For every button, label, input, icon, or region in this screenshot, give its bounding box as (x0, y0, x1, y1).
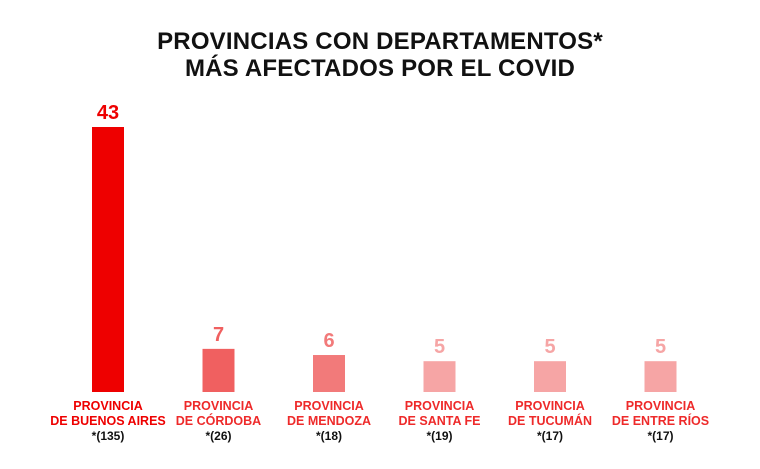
category-note-6: *(17) (647, 429, 674, 443)
category-label-3-line-2: DE MENDOZA (286, 414, 372, 428)
category-label-2-line-1: PROVINCIA (183, 399, 254, 413)
category-label-5-line-2: DE TUCUMÁN (507, 414, 593, 428)
category-note-5: *(17) (536, 429, 563, 443)
chart-title: PROVINCIAS CON DEPARTAMENTOS* MÁS AFECTA… (0, 28, 760, 82)
category-note-3: *(18) (315, 429, 342, 443)
category-label-5-line-1: PROVINCIA (515, 399, 585, 413)
category-label-1-line-2: DE BUENOS AIRES (50, 414, 166, 428)
category-label-4-line-2: DE SANTA FE (398, 414, 481, 428)
category-label-1-line-1: PROVINCIA (73, 399, 143, 413)
category-label-2: PROVINCIA DE CÓRDOBA *(26) (149, 399, 289, 444)
category-label-5: PROVINCIA DE TUCUMÁN *(17) (480, 399, 620, 444)
data-label-1: 43 (97, 102, 119, 124)
category-label-6-line-1: PROVINCIA (625, 399, 696, 413)
bar-6 (644, 361, 677, 392)
category-label-4: PROVINCIA DE SANTA FE *(19) (370, 399, 510, 444)
bar-1 (92, 127, 124, 392)
category-label-3-line-1: PROVINCIA (294, 399, 364, 413)
chart-title-line-2: MÁS AFECTADOS POR EL COVID (184, 55, 576, 82)
category-label-6: PROVINCIA DE ENTRE RÍOS *(17) (591, 399, 731, 444)
category-label-4-line-1: PROVINCIA (404, 399, 475, 413)
bar-3 (313, 355, 345, 392)
category-note-2: *(26) (205, 429, 232, 443)
data-label-3: 6 (323, 330, 334, 352)
chart-title-line-1: PROVINCIAS CON DEPARTAMENTOS* (157, 28, 603, 55)
category-note-1: *(135) (91, 429, 125, 443)
bar-5 (534, 361, 566, 392)
bar-4 (423, 361, 456, 392)
category-label-3: PROVINCIA DE MENDOZA *(18) (259, 399, 399, 444)
bar-2 (202, 348, 235, 392)
data-label-4: 5 (434, 336, 445, 358)
data-label-5: 5 (544, 336, 555, 358)
category-note-4: *(19) (426, 429, 453, 443)
category-label-6-line-2: DE ENTRE RÍOS (611, 414, 710, 428)
category-label-2-line-2: DE CÓRDOBA (175, 414, 262, 428)
category-label-1: PROVINCIA DE BUENOS AIRES *(135) (38, 399, 178, 444)
data-label-2: 7 (213, 324, 224, 346)
data-label-6: 5 (655, 336, 666, 358)
